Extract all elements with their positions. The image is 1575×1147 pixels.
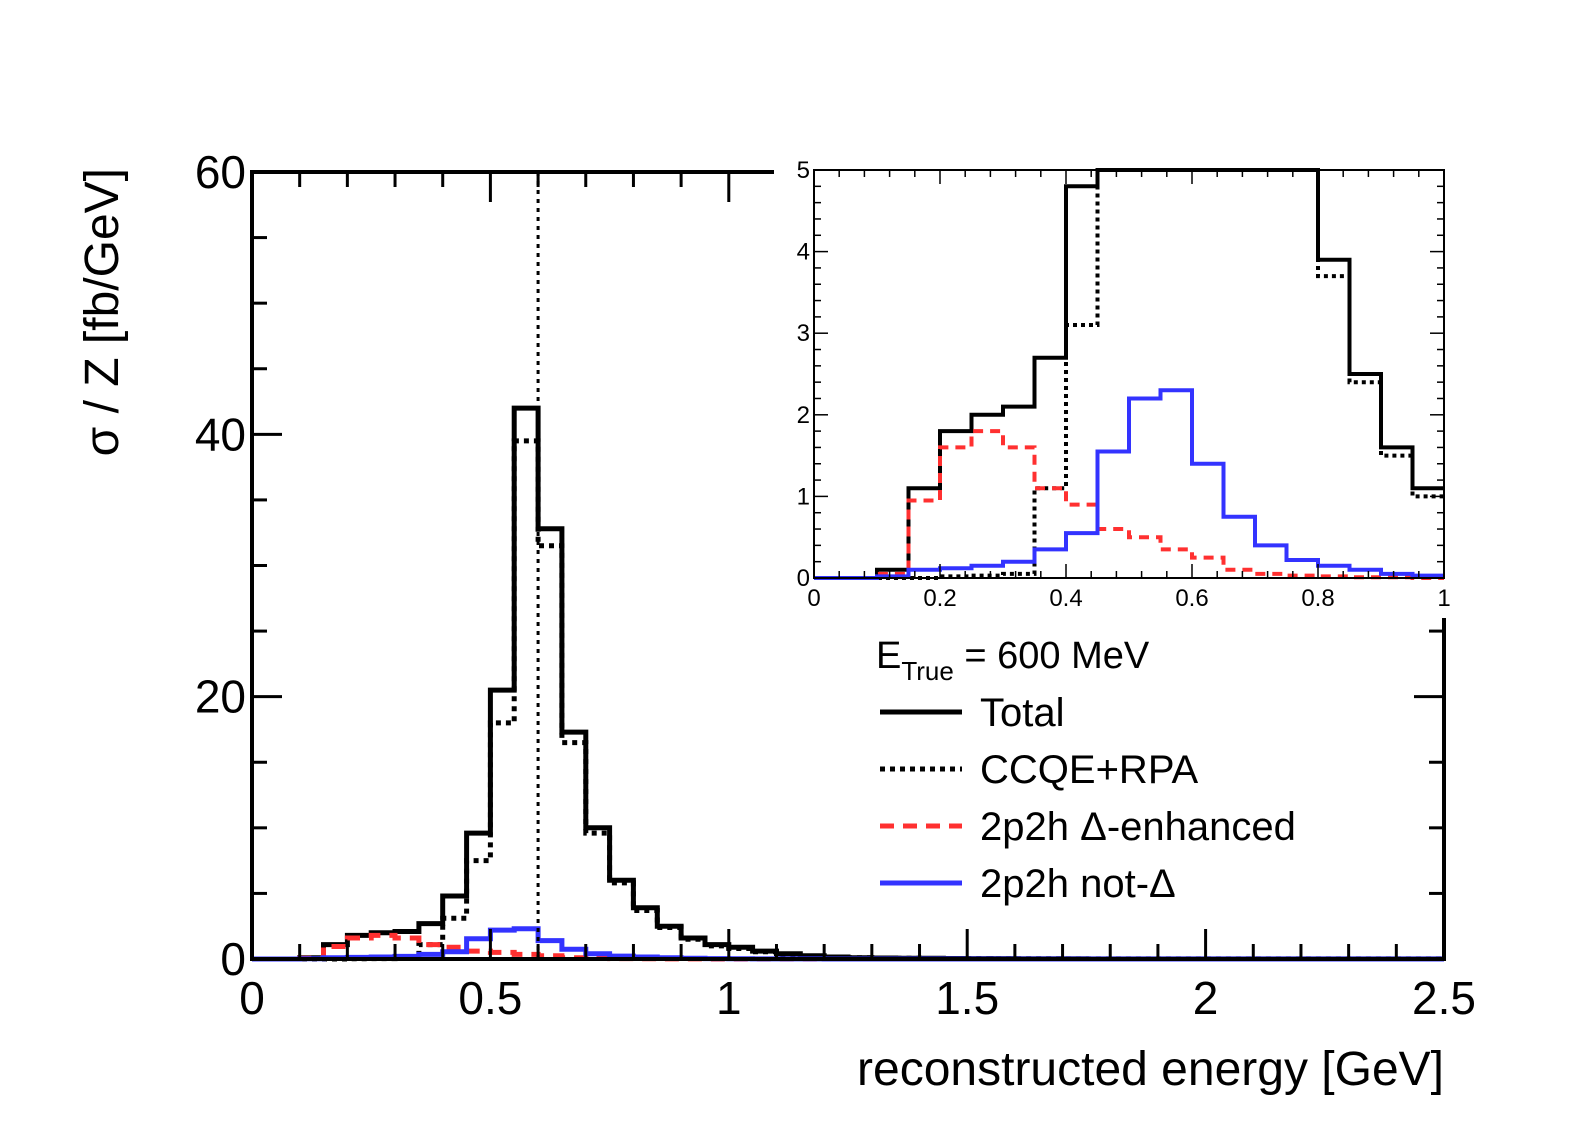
inset-x-tick-label: 0.6 <box>1175 585 1208 612</box>
x-tick-label: 0.5 <box>458 972 522 1024</box>
legend-header-main: E <box>876 635 901 677</box>
inset-frame <box>813 169 1445 579</box>
inset-x-tick-label: 0.2 <box>923 585 956 612</box>
y-axis-label: σ / Z [fb/GeV] <box>76 168 129 456</box>
legend-header-sub: True <box>901 656 954 686</box>
legend-label-2: 2p2h Δ-enhanced <box>980 805 1296 849</box>
inset-plot: 0 0.2 0.4 0.6 0.8 1 0 1 2 3 4 5 <box>774 157 1464 618</box>
inset-y-tick-label: 1 <box>797 483 810 510</box>
x-tick-label: 2 <box>1193 972 1219 1024</box>
y-tick-label: 40 <box>195 408 246 460</box>
legend-header: ETrue = 600 MeV <box>876 635 1150 686</box>
legend-label-0: Total <box>980 691 1065 735</box>
legend-label-1: CCQE+RPA <box>980 748 1199 792</box>
legend-label-3: 2p2h not-Δ <box>980 862 1176 906</box>
legend-header-rest: = 600 MeV <box>954 635 1150 677</box>
legend: ETrue = 600 MeV Total CCQE+RPA 2p2h Δ-enha… <box>876 635 1296 906</box>
inset-y-tick-label: 4 <box>797 239 810 266</box>
x-tick-label: 0 <box>239 972 265 1024</box>
inset-x-tick-label: 1 <box>1437 585 1450 612</box>
legend-entries: Total CCQE+RPA 2p2h Δ-enhanced 2p2h not-Δ <box>880 691 1296 906</box>
inset-background <box>774 160 1464 618</box>
inset-series-2 <box>814 429 1444 580</box>
x-tick-label: 1 <box>716 972 742 1024</box>
y-tick-label: 60 <box>195 146 246 198</box>
inset-x-tick-label: 0.4 <box>1049 585 1082 612</box>
inset-axis-ticks: 0 0.2 0.4 0.6 0.8 1 0 1 2 3 4 5 <box>797 157 1451 612</box>
y-tick-label: 0 <box>220 933 246 985</box>
main-series-1 <box>252 438 1444 962</box>
inset-y-tick-label: 2 <box>797 402 810 429</box>
x-tick-label: 2.5 <box>1412 972 1476 1024</box>
inset-y-tick-label: 0 <box>797 565 810 592</box>
inset-x-tick-label: 0.8 <box>1301 585 1334 612</box>
inset-y-tick-label: 5 <box>797 157 810 184</box>
y-tick-label: 20 <box>195 671 246 723</box>
x-tick-label: 1.5 <box>935 972 999 1024</box>
inset-y-tick-label: 3 <box>797 320 810 347</box>
inset-x-tick-label: 0 <box>807 585 820 612</box>
x-axis-label: reconstructed energy [GeV] <box>857 1043 1444 1096</box>
